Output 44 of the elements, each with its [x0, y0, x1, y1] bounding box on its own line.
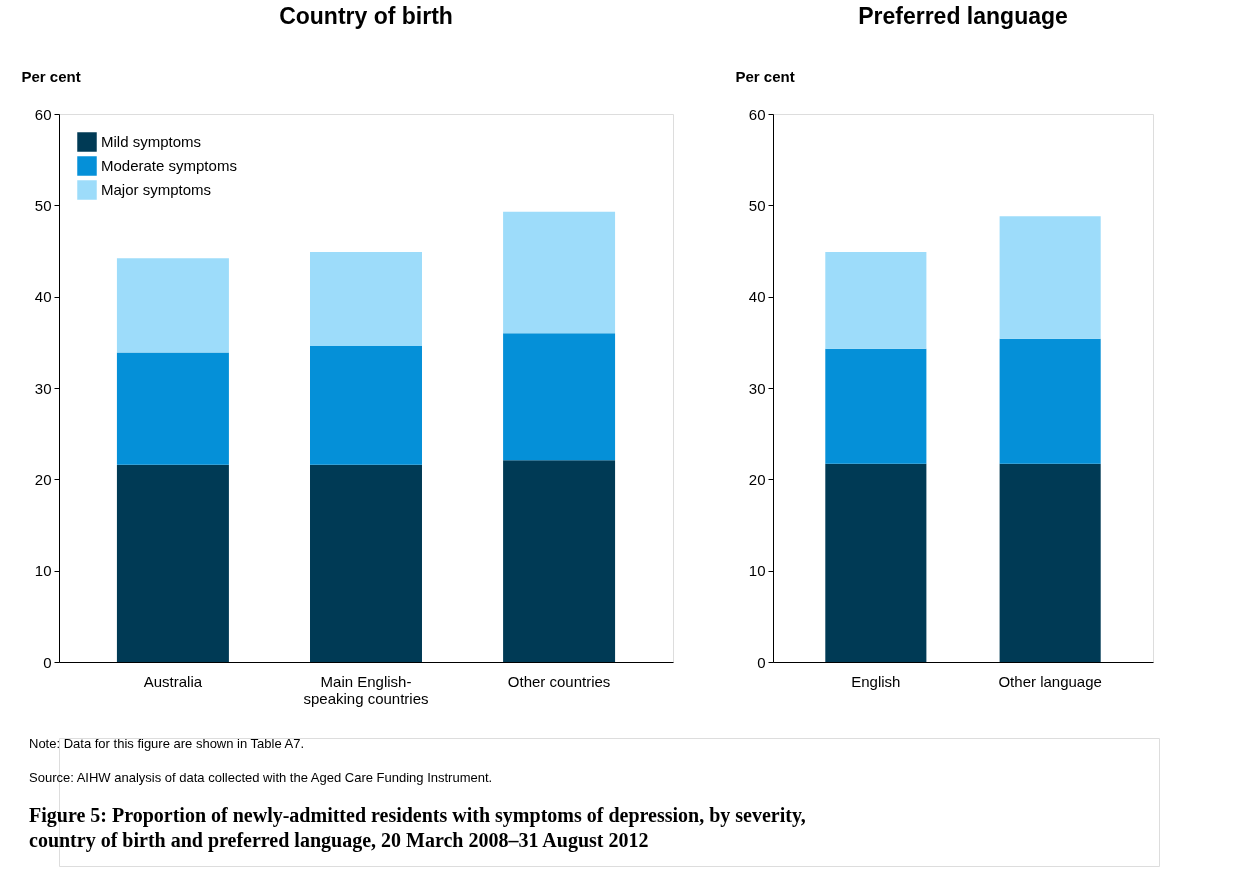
y-tick-label: 40	[748, 288, 766, 306]
bar	[310, 345, 422, 465]
y-tick-label: 50	[34, 196, 52, 214]
y-tick-label: 10	[748, 562, 766, 580]
caption: Figure 5: Proportion of newly-admitted residents with symptoms of depression, by severity, country of birth and preferred language, 20 March 2008–31 August 2012	[29, 804, 806, 852]
bar	[825, 251, 927, 349]
legend-label: Mild symptoms	[101, 133, 202, 150]
bar	[999, 463, 1101, 662]
bar	[503, 333, 616, 461]
y-axis-title: Per cent	[21, 67, 81, 85]
x-tick-label: Other language	[998, 672, 1102, 690]
bar	[116, 464, 229, 662]
chart-title: Country of birth	[279, 3, 453, 29]
x-tick-label: Australia	[143, 672, 203, 690]
source-note: Source: AIHW analysis of data collected with the Aged Care Funding Instrument.	[29, 770, 493, 785]
x-tick-label: English	[851, 672, 901, 690]
chart-title: Preferred language	[858, 3, 1068, 29]
x-tick-label: Other countries	[507, 672, 611, 690]
bar	[116, 258, 229, 353]
legend-label: Moderate symptoms	[101, 157, 237, 174]
y-tick-label: 20	[34, 470, 52, 488]
x-tick-label: Main English-speaking countries	[303, 672, 429, 707]
bar	[503, 460, 616, 662]
y-tick-label: 60	[34, 105, 52, 123]
y-tick-label: 0	[43, 653, 52, 671]
bar	[999, 338, 1101, 464]
legend-label: Major symptoms	[101, 181, 212, 198]
bar	[503, 211, 616, 334]
y-tick-label: 20	[748, 470, 766, 488]
y-tick-label: 40	[34, 288, 52, 306]
y-tick-label: 30	[34, 379, 52, 397]
bar	[825, 463, 927, 662]
y-tick-label: 30	[748, 379, 766, 397]
y-tick-label: 10	[34, 562, 52, 580]
y-tick-label: 60	[748, 105, 766, 123]
bar	[999, 216, 1101, 339]
bar	[825, 348, 927, 464]
y-axis-title: Per cent	[735, 67, 795, 85]
bar	[116, 352, 229, 465]
text: Note: Data for this figure are shown in Table A7.	[29, 736, 305, 751]
bar	[310, 251, 422, 346]
bar	[310, 464, 422, 662]
y-tick-label: 0	[757, 653, 766, 671]
y-tick-label: 50	[748, 196, 766, 214]
